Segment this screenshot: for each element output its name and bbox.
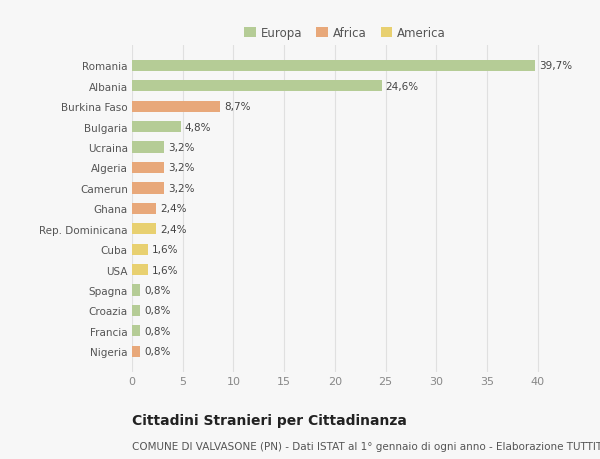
Bar (132, 203, 157, 214)
Text: 0,8%: 0,8% (144, 326, 170, 336)
Text: 2,4%: 2,4% (160, 224, 187, 234)
Bar (132, 224, 157, 235)
Bar (132, 346, 140, 357)
Legend: Europa, Africa, America: Europa, Africa, America (239, 22, 451, 45)
Text: 24,6%: 24,6% (386, 82, 419, 92)
Bar (132, 81, 382, 92)
Bar (132, 264, 148, 275)
Bar (132, 325, 140, 336)
Text: 3,2%: 3,2% (169, 163, 195, 173)
Text: 1,6%: 1,6% (152, 265, 179, 275)
Text: 0,8%: 0,8% (144, 306, 170, 316)
Text: COMUNE DI VALVASONE (PN) - Dati ISTAT al 1° gennaio di ogni anno - Elaborazione : COMUNE DI VALVASONE (PN) - Dati ISTAT al… (132, 441, 600, 451)
Text: 1,6%: 1,6% (152, 245, 179, 255)
Text: Cittadini Stranieri per Cittadinanza: Cittadini Stranieri per Cittadinanza (132, 413, 407, 427)
Text: 0,8%: 0,8% (144, 347, 170, 356)
Text: 8,7%: 8,7% (224, 102, 251, 112)
Bar (132, 61, 535, 72)
Bar (132, 183, 164, 194)
Bar (132, 162, 164, 174)
Bar (132, 122, 181, 133)
Bar (132, 285, 140, 296)
Text: 39,7%: 39,7% (539, 62, 572, 71)
Bar (132, 142, 164, 153)
Bar (132, 244, 148, 255)
Bar (132, 305, 140, 316)
Text: 4,8%: 4,8% (185, 123, 211, 132)
Bar (132, 101, 220, 112)
Text: 3,2%: 3,2% (169, 143, 195, 153)
Text: 0,8%: 0,8% (144, 285, 170, 295)
Text: 3,2%: 3,2% (169, 184, 195, 194)
Text: 2,4%: 2,4% (160, 204, 187, 214)
